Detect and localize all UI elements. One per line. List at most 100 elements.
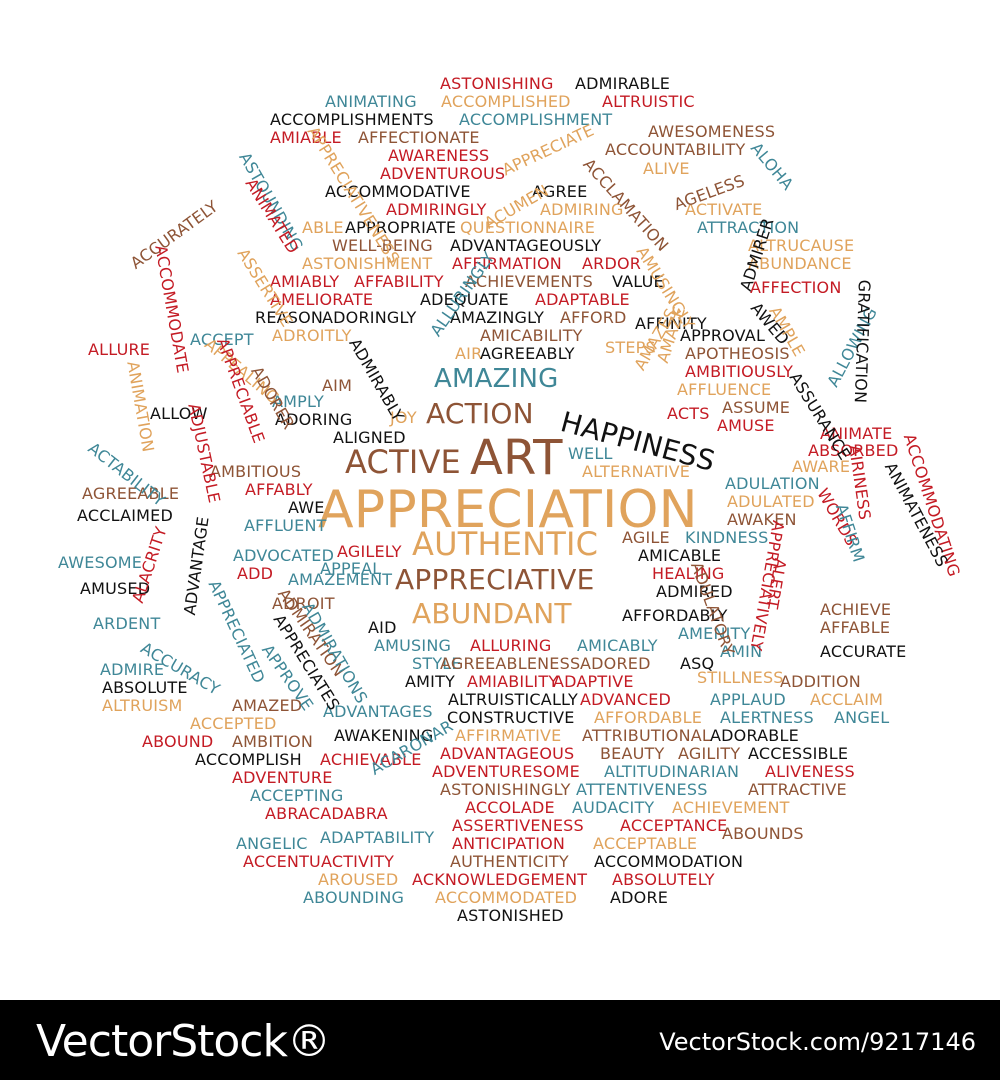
cloud-word: ACCURATE (820, 642, 907, 661)
cloud-word: APPRECIATED (204, 577, 269, 687)
cloud-word: ADVENTURESOME (432, 762, 580, 781)
cloud-word: AID (368, 618, 397, 637)
cloud-word: ACCLAIM (810, 690, 884, 709)
cloud-word: AMELIORATE (270, 290, 374, 309)
cloud-word: ASSERTIVENESS (452, 816, 584, 835)
cloud-word: ARDOR (582, 254, 642, 273)
cloud-word: ABUNDANT (412, 597, 572, 630)
cloud-word: APPROPRIATE (345, 218, 457, 237)
cloud-word: AWARENESS (388, 146, 490, 165)
cloud-word: AROUSED (318, 870, 399, 889)
cloud-word: AFFABILITY (354, 272, 444, 291)
cloud-word: ADMIRING (540, 200, 624, 219)
cloud-word: AFFLUENT (244, 516, 327, 535)
cloud-word: ARDENT (93, 614, 161, 633)
cloud-word: ADORED (580, 654, 651, 673)
cloud-word: ALTITUDINARIAN (604, 762, 740, 781)
cloud-word: ACTION (426, 397, 534, 430)
cloud-word: ADORING (275, 410, 353, 429)
cloud-word: AMUSING (374, 636, 452, 655)
cloud-word: ACCEPTANCE (620, 816, 728, 835)
cloud-word: ALTRUISTIC (602, 92, 695, 111)
cloud-word: ADROITLY (272, 326, 352, 345)
cloud-word: AIM (322, 376, 353, 395)
cloud-word: VALUE (612, 272, 664, 291)
cloud-word: ADEQUATE (420, 290, 509, 309)
cloud-word: ANTICIPATION (452, 834, 566, 853)
cloud-word: ASQ (680, 654, 715, 673)
cloud-word: AMITY (405, 672, 456, 691)
cloud-word: ABOUNDS (722, 824, 804, 843)
cloud-word: ADJUSTABLE (184, 401, 225, 505)
cloud-word: ACCLAIMED (77, 506, 173, 525)
cloud-word: ADMIRED (656, 582, 733, 601)
cloud-word: AMAZINGLY (450, 308, 545, 327)
cloud-word: ACCOMPLISH (195, 750, 302, 769)
cloud-word: AWESOME (58, 553, 143, 572)
cloud-word: STEPS (605, 338, 656, 357)
cloud-word: ATTRIBUTIONAL (582, 726, 712, 745)
cloud-word: APOTHEOSIS (685, 344, 790, 363)
cloud-word: AMBITION (232, 732, 314, 751)
cloud-word: AFFORDABLE (594, 708, 703, 727)
cloud-word: APPRECIATIVE (395, 563, 595, 596)
cloud-word: AFFABLE (820, 618, 891, 637)
cloud-word: ALIVE (643, 159, 690, 178)
cloud-word: ACHIEVEMENT (672, 798, 790, 817)
cloud-word: ASTONISHINGLY (440, 780, 571, 799)
cloud-word: AMIABLE (270, 128, 342, 147)
cloud-word: AMPLY (272, 392, 324, 411)
cloud-word: KINDNESS (685, 528, 769, 547)
cloud-word: ATTRACTION (697, 218, 800, 237)
cloud-word: ABOUND (142, 732, 214, 751)
cloud-word: ADMIRABLE (575, 74, 671, 93)
cloud-word: AGREEABLENESS (440, 654, 581, 673)
cloud-word: ATTENTIVENESS (576, 780, 708, 799)
cloud-word: CONSTRUCTIVE (447, 708, 575, 727)
cloud-word: ADAPTABLE (535, 290, 630, 309)
cloud-word: ACHIEVEMENTS (465, 272, 593, 291)
cloud-word: AMUSE (717, 416, 775, 435)
cloud-word: HEALING (652, 564, 725, 583)
cloud-word: STILLNESS (697, 668, 784, 687)
image-reference: VectorStock.com/9217146 (659, 1028, 976, 1056)
cloud-word: AUTHENTICITY (450, 852, 569, 871)
cloud-word: ADAPTABILITY (320, 828, 435, 847)
cloud-word: AGREEABLE (82, 484, 180, 503)
cloud-word: ALERTNESS (720, 708, 814, 727)
cloud-word: ABOUNDING (303, 888, 405, 907)
cloud-word: AFFIRMATIVE (455, 726, 562, 745)
cloud-word: ADMIRINGLY (386, 200, 487, 219)
cloud-word: APPLAUD (710, 690, 786, 709)
cloud-word: ATTRACTIVE (748, 780, 847, 799)
cloud-word: ACCOMPLISHMENT (459, 110, 613, 129)
cloud-word: ABSORBED (808, 441, 899, 460)
cloud-word: ALTRUISM (102, 696, 183, 715)
cloud-word: AMBITIOUSLY (685, 362, 794, 381)
cloud-word: ACHIEVE (820, 600, 892, 619)
cloud-word: AFFIRMATION (452, 254, 562, 273)
cloud-word: GRATIFICATION (850, 279, 874, 404)
cloud-word: AGILE (622, 528, 670, 547)
cloud-word: ADORABLE (710, 726, 799, 745)
cloud-word: AFFABLY (245, 480, 313, 499)
cloud-word: ACCEPTED (190, 714, 277, 733)
cloud-word: AMIABILITY (467, 672, 559, 691)
cloud-word: ADVANTAGEOUS (440, 744, 575, 763)
cloud-word: AWESOMENESS (648, 122, 776, 141)
cloud-word: QUESTIONNAIRE (460, 218, 596, 237)
cloud-word: ADULATED (727, 492, 815, 511)
cloud-word: ADORE (610, 888, 669, 907)
cloud-word: WELL-BEING (332, 236, 433, 255)
cloud-word: ALTERNATIVE (582, 462, 691, 481)
cloud-word: ADDITION (780, 672, 861, 691)
cloud-word: ACCOMMODATED (435, 888, 578, 907)
cloud-word: AWE (288, 498, 325, 517)
cloud-word: AMAZEMENT (288, 570, 393, 589)
cloud-word: AMBITIOUS (210, 462, 302, 481)
cloud-word: AIR (455, 344, 483, 363)
cloud-word: AMUSED (80, 579, 151, 598)
cloud-word: APPROVAL (680, 326, 766, 345)
cloud-word: ACCENTUACTIVITY (243, 852, 395, 871)
cloud-word: ACHIEVABLE (320, 750, 422, 769)
